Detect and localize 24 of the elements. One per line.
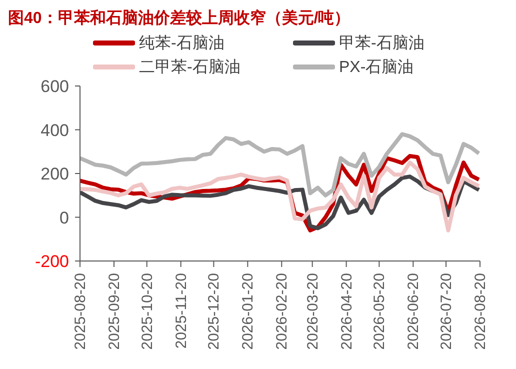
x-tick-label: 2026-06-20	[405, 273, 422, 350]
y-tick-label: -200	[34, 252, 69, 271]
x-tick-label: 2026-08-20	[472, 273, 489, 350]
x-tick-label: 2025-08-20	[72, 273, 89, 350]
legend-label: 二甲苯-石脑油	[139, 58, 240, 78]
x-tick-label: 2026-02-20	[274, 273, 291, 350]
x-tick-label: 2025-09-20	[106, 273, 123, 350]
line-series	[80, 132, 480, 198]
y-tick-label: 0	[60, 208, 69, 228]
chart-title: 图40：甲苯和石脑油价差较上周收窄（美元/吨）	[8, 8, 352, 29]
y-tick-label: 200	[40, 164, 69, 184]
x-tick-label: 2026-03-20	[304, 273, 322, 350]
x-tick-label: 2025-12-20	[206, 273, 223, 350]
y-tick-label: 400	[40, 120, 69, 140]
x-tick-label: 2026-05-20	[371, 273, 388, 350]
legend-label: PX-石脑油	[339, 58, 414, 78]
x-tick-label: 2026-07-20	[438, 273, 456, 350]
x-tick-label: 2025-10-20	[138, 273, 156, 350]
legend-label: 纯苯-石脑油	[139, 34, 224, 54]
x-tick-label: 2026-04-20	[338, 273, 356, 350]
y-tick-label: 600	[40, 77, 69, 96]
legend-label: 甲苯-石脑油	[339, 34, 424, 54]
x-tick-label: 2025-11-20	[172, 273, 190, 349]
x-tick-label: 2026-01-20	[240, 273, 257, 350]
